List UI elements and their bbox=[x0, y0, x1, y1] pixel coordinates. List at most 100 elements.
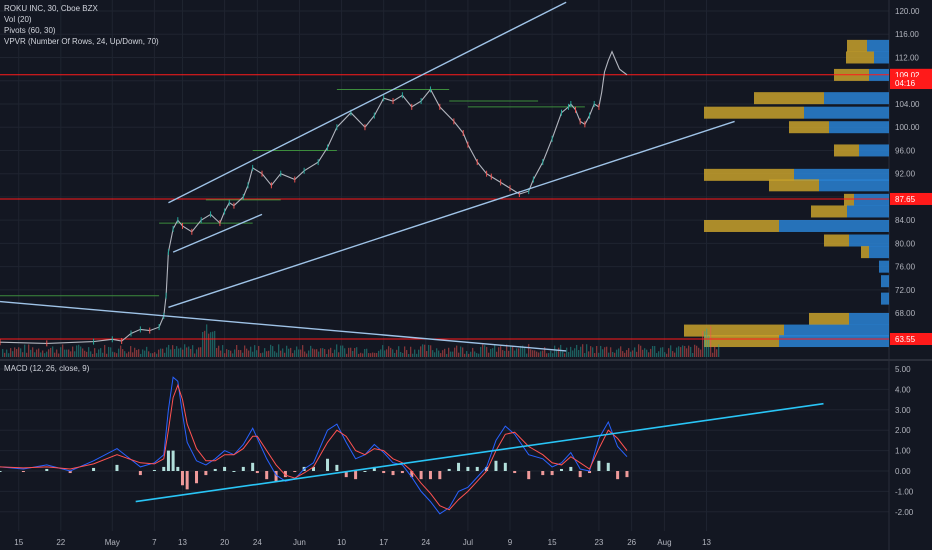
volume-bar bbox=[12, 351, 14, 357]
volume-bar bbox=[356, 347, 358, 357]
volume-bar bbox=[186, 347, 188, 357]
volume-bar bbox=[602, 349, 604, 357]
volume-bar bbox=[694, 344, 696, 357]
volume-bar bbox=[144, 350, 146, 357]
volume-bar bbox=[630, 351, 632, 357]
macd-histogram-bar bbox=[176, 466, 180, 471]
price-tick-label: 76.00 bbox=[895, 263, 916, 272]
volume-bar bbox=[518, 348, 520, 357]
macd-histogram-bar bbox=[274, 471, 278, 482]
volume-bar bbox=[96, 353, 98, 357]
volume-bar bbox=[458, 352, 460, 357]
volume-profile-down-bar bbox=[847, 39, 867, 52]
volume-bar bbox=[272, 346, 274, 357]
volume-bar bbox=[644, 348, 646, 357]
volume-bar bbox=[154, 352, 156, 357]
volume-bar bbox=[294, 350, 296, 357]
macd-histogram-bar bbox=[410, 471, 414, 478]
volume-bar bbox=[36, 349, 38, 357]
volume-bar bbox=[570, 346, 572, 357]
macd-histogram-bar bbox=[597, 460, 601, 471]
volume-bar bbox=[360, 352, 362, 357]
volume-bar bbox=[318, 351, 320, 357]
volume-bar bbox=[130, 346, 132, 357]
legend-title[interactable]: ROKU INC, 30, Cboe BZX bbox=[4, 4, 98, 13]
volume-bar bbox=[228, 349, 230, 357]
macd-histogram-bar bbox=[503, 462, 507, 471]
volume-profile-up-bar bbox=[847, 205, 889, 218]
macd-tick-label: 1.00 bbox=[895, 447, 911, 456]
legend-vpvr[interactable]: VPVR (Number Of Rows, 24, Up/Down, 70) bbox=[4, 37, 159, 46]
macd-histogram-bar bbox=[171, 450, 175, 471]
volume-bar bbox=[138, 349, 140, 357]
macd-histogram-bar bbox=[457, 462, 461, 471]
time-tick-label: 10 bbox=[337, 538, 346, 547]
volume-bar bbox=[378, 350, 380, 357]
macd-histogram-bar bbox=[466, 466, 470, 471]
legend-vol[interactable]: Vol (20) bbox=[4, 15, 32, 24]
volume-bar bbox=[246, 348, 248, 357]
volume-bar bbox=[396, 349, 398, 357]
volume-bar bbox=[574, 348, 576, 357]
volume-bar bbox=[332, 353, 334, 357]
volume-bar bbox=[482, 344, 484, 357]
macd-histogram-bar bbox=[335, 464, 339, 471]
price-tick-label: 80.00 bbox=[895, 239, 916, 248]
volume-bar bbox=[2, 349, 4, 357]
volume-bar bbox=[678, 346, 680, 357]
volume-bar bbox=[302, 345, 304, 357]
volume-bar bbox=[196, 349, 198, 357]
volume-bar bbox=[488, 352, 490, 357]
volume-bar bbox=[198, 347, 200, 357]
volume-bar bbox=[376, 352, 378, 357]
macd-tick-label: 3.00 bbox=[895, 406, 911, 415]
volume-profile-down-bar bbox=[811, 205, 847, 218]
volume-bar bbox=[628, 348, 630, 357]
volume-bar bbox=[264, 348, 266, 357]
volume-bar bbox=[216, 348, 218, 357]
volume-bar bbox=[136, 349, 138, 357]
trendlines bbox=[0, 1, 735, 352]
volume-bar bbox=[344, 348, 346, 357]
macd-histogram-bar bbox=[354, 471, 358, 480]
volume-bar bbox=[90, 351, 92, 357]
volume-profile-up-bar bbox=[829, 121, 889, 134]
macd-tick-label: 4.00 bbox=[895, 385, 911, 394]
macd-histogram-bar bbox=[255, 471, 259, 474]
volume-bar bbox=[304, 351, 306, 357]
volume-profile-up-bar bbox=[859, 144, 889, 157]
volume-bar bbox=[30, 349, 32, 357]
volume-bar bbox=[588, 351, 590, 357]
volume-profile-up-bar bbox=[794, 168, 889, 181]
volume-bar bbox=[504, 350, 506, 357]
volume-bar bbox=[648, 352, 650, 357]
volume-bar bbox=[382, 345, 384, 357]
volume-bar bbox=[254, 345, 256, 357]
volume-profile-up-bar bbox=[779, 335, 889, 348]
volume-bar bbox=[400, 351, 402, 357]
volume-bar bbox=[224, 353, 226, 357]
volume-bar bbox=[632, 350, 634, 357]
volume-bar bbox=[252, 351, 254, 357]
volume-bar bbox=[108, 346, 110, 357]
volume-bar bbox=[290, 347, 292, 357]
volume-bar bbox=[540, 351, 542, 357]
volume-bar bbox=[380, 349, 382, 357]
volume-bar bbox=[166, 347, 168, 357]
legend-macd[interactable]: MACD (12, 26, close, 9) bbox=[4, 364, 90, 373]
time-tick-label: 17 bbox=[379, 538, 388, 547]
price-label-box bbox=[890, 77, 932, 90]
legend-pivots[interactable]: Pivots (60, 30) bbox=[4, 26, 56, 35]
volume-bar bbox=[538, 352, 540, 357]
macd-histogram-bar bbox=[616, 471, 620, 480]
volume-bar bbox=[700, 349, 702, 357]
volume-bar bbox=[338, 352, 340, 357]
volume-bar bbox=[714, 346, 716, 357]
volume-profile bbox=[684, 39, 889, 348]
macd-histogram-bar bbox=[185, 471, 189, 490]
volume-bar bbox=[450, 351, 452, 357]
volume-bar bbox=[320, 348, 322, 357]
volume-bar bbox=[608, 352, 610, 357]
time-tick-label: 24 bbox=[253, 538, 262, 547]
macd-histogram-bar bbox=[588, 471, 592, 474]
